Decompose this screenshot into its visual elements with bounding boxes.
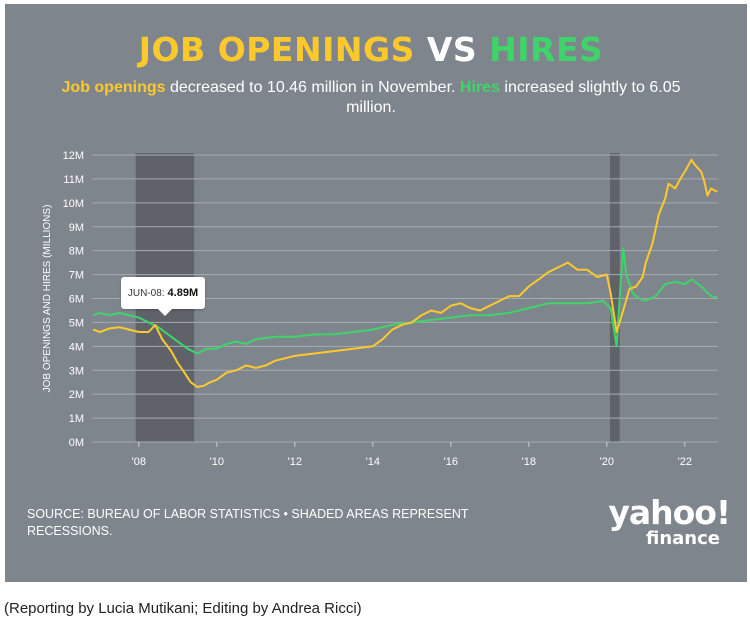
y-tick-label: 10M (63, 198, 84, 210)
tooltip-arrow (158, 309, 172, 316)
y-tick-label: 6M (69, 294, 84, 306)
y-tick-label: 0M (69, 437, 84, 449)
x-tick-label: '18 (522, 456, 536, 468)
subtitle-text-2: increased slightly to 6.05 million. (346, 79, 681, 116)
y-axis-label: JOB OPENINGS AND HIRES (MILLIONS) (42, 205, 53, 393)
y-tick-label: 8M (69, 246, 84, 258)
y-tick-label: 5M (69, 317, 84, 329)
y-tick-label: 1M (69, 413, 84, 425)
y-tick-label: 2M (69, 389, 84, 401)
x-tick-label: '16 (444, 456, 458, 468)
source-note: SOURCE: BUREAU OF LABOR STATISTICS • SHA… (27, 507, 469, 538)
data-tooltip: JUN-08: 4.89M (121, 277, 205, 316)
chart-subtitle: Job openings decreased to 10.46 million … (40, 78, 702, 118)
y-tick-label: 4M (69, 341, 84, 353)
subtitle-openings: Job openings (61, 79, 166, 96)
y-tick-label: 7M (69, 270, 84, 282)
x-tick-label: '10 (210, 456, 224, 468)
logo-yahoo: yahoo! (608, 493, 731, 532)
y-tick-label: 11M (63, 174, 84, 186)
title-vs: VS (426, 30, 478, 69)
y-axis-ticks: 0M 1M 2M 3M 4M 5M 6M 7M 8M 9M 10M 11M 12M (63, 150, 84, 449)
yahoo-finance-logo: yahoo! finance (590, 493, 731, 549)
recession-bands (135, 153, 620, 442)
tooltip-value: 4.89M (167, 287, 199, 299)
hires-line (92, 247, 718, 355)
subtitle-hires: Hires (459, 79, 500, 96)
logo-finance: finance (646, 528, 720, 549)
y-tick-label: 12M (63, 150, 84, 162)
x-axis-ticks: '08 '10 '12 '14 '16 '18 '20 '22 (132, 442, 692, 468)
series-lines (92, 158, 718, 388)
job-openings-line (92, 158, 718, 388)
title-openings: JOB OPENINGS (138, 30, 415, 69)
title-hires: HIRES (489, 30, 604, 69)
reporting-credit: (Reporting by Lucia Mutikani; Editing by… (4, 600, 362, 617)
subtitle-text-1: decreased to 10.46 million in November. (165, 79, 460, 96)
x-tick-label: '22 (678, 456, 692, 468)
recession-band (609, 153, 620, 442)
x-tick-label: '08 (132, 456, 146, 468)
tooltip-label: JUN-08: (127, 287, 165, 299)
x-tick-label: '14 (366, 456, 380, 468)
chart-title: JOB OPENINGS VS HIRES (0, 30, 742, 69)
y-tick-label: 9M (69, 222, 84, 234)
x-tick-label: '12 (288, 456, 302, 468)
y-tick-label: 3M (69, 365, 84, 377)
x-tick-label: '20 (600, 456, 614, 468)
